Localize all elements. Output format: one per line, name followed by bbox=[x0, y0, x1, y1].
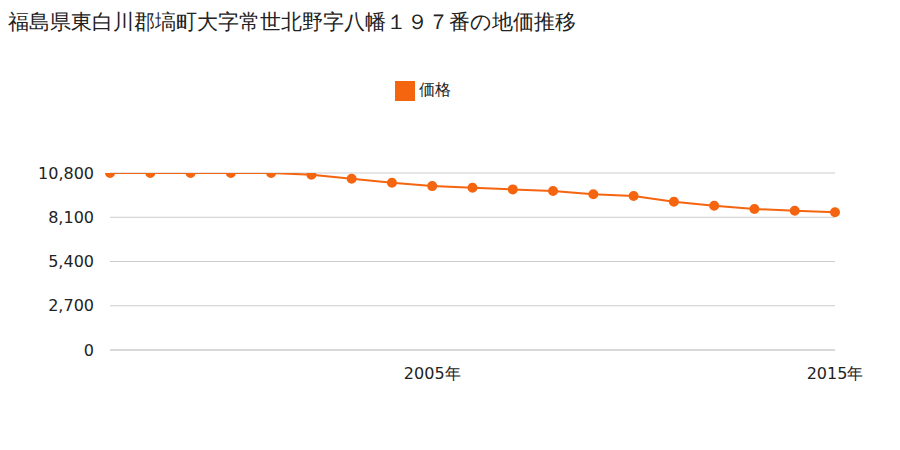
svg-text:2,700: 2,700 bbox=[48, 296, 94, 315]
svg-text:10,800: 10,800 bbox=[38, 164, 94, 183]
svg-text:2015年: 2015年 bbox=[807, 364, 864, 383]
html-text:価格: 価格 bbox=[418, 80, 451, 99]
html-text:福島県東白川郡塙町大字常世北野字八幡１９７番の地価推移: 福島県東白川郡塙町大字常世北野字八幡１９７番の地価推移 bbox=[8, 10, 576, 34]
svg-text:8,100: 8,100 bbox=[48, 208, 94, 227]
svg-text:2005年: 2005年 bbox=[404, 364, 461, 383]
svg-text:0: 0 bbox=[84, 341, 94, 360]
svg-text:5,400: 5,400 bbox=[48, 252, 94, 271]
